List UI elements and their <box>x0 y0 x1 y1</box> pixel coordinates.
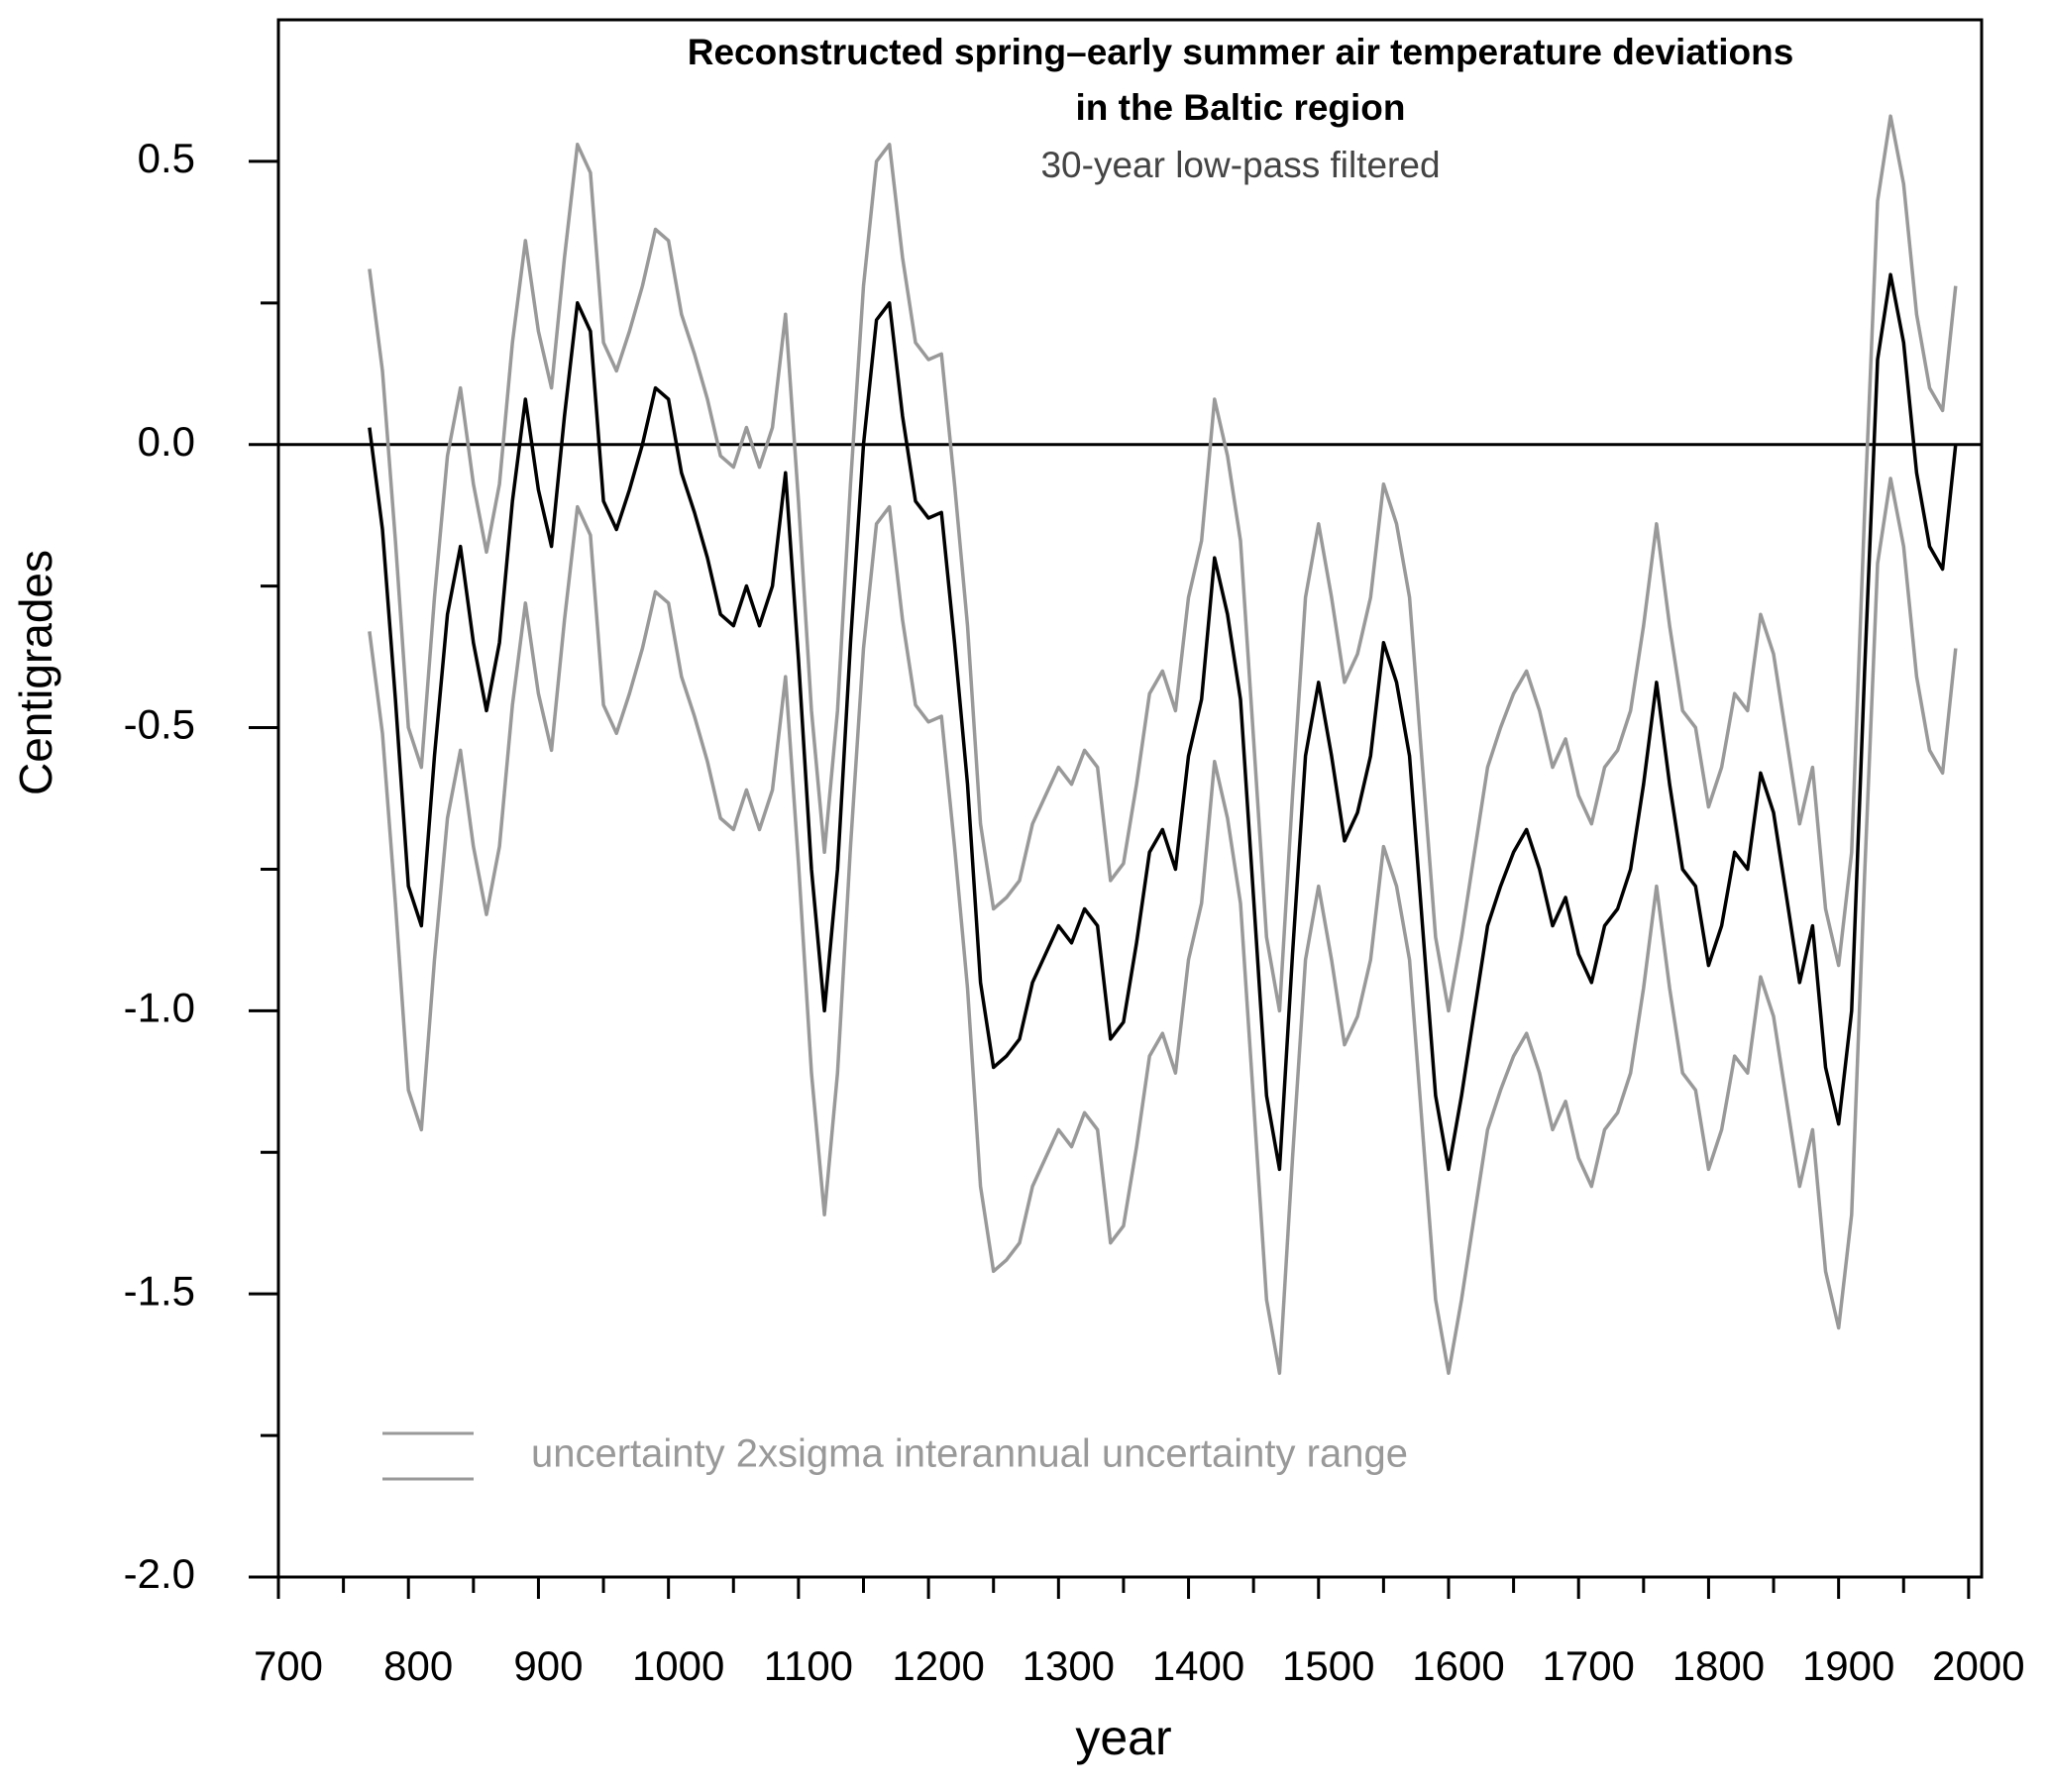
y-tick-label: -1.5 <box>124 1267 195 1314</box>
x-tick-label: 1900 <box>1802 1642 1894 1689</box>
x-tick-label: 1400 <box>1152 1642 1244 1689</box>
chart-subtitle: 30-year low-pass filtered <box>1040 145 1440 185</box>
x-tick-label: 1300 <box>1023 1642 1115 1689</box>
x-tick-label: 1200 <box>892 1642 984 1689</box>
plot-frame <box>276 18 1984 1579</box>
y-tick-label: -1.0 <box>124 984 195 1030</box>
x-tick-label: 1000 <box>632 1642 724 1689</box>
x-tick-label: 1500 <box>1282 1642 1374 1689</box>
x-tick-label: 1600 <box>1412 1642 1504 1689</box>
x-tick-label: 900 <box>513 1642 583 1689</box>
x-tick-label: 1700 <box>1542 1642 1634 1689</box>
y-tick-label: -0.5 <box>124 701 195 748</box>
x-tick-label: 1800 <box>1672 1642 1765 1689</box>
y-tick-label: 0.5 <box>138 135 195 181</box>
series-line <box>368 476 1958 1375</box>
series-line <box>368 114 1958 1013</box>
series-line <box>368 272 1958 1172</box>
x-tick-label: 800 <box>383 1642 453 1689</box>
x-tick-label: 700 <box>254 1642 323 1689</box>
y-axis-label: Centigrades <box>10 550 61 795</box>
x-tick-label: 2000 <box>1932 1642 2024 1689</box>
chart-title: in the Baltic region <box>1075 87 1405 128</box>
legend-label: uncertainty 2xsigma interannual uncertai… <box>531 1432 1408 1476</box>
x-tick-label: 1100 <box>764 1642 853 1689</box>
chart-title: Reconstructed spring–early summer air te… <box>688 32 1794 72</box>
y-tick-label: -2.0 <box>124 1550 195 1597</box>
y-tick-label: 0.0 <box>138 418 195 465</box>
x-axis-label: year <box>1075 1710 1171 1765</box>
